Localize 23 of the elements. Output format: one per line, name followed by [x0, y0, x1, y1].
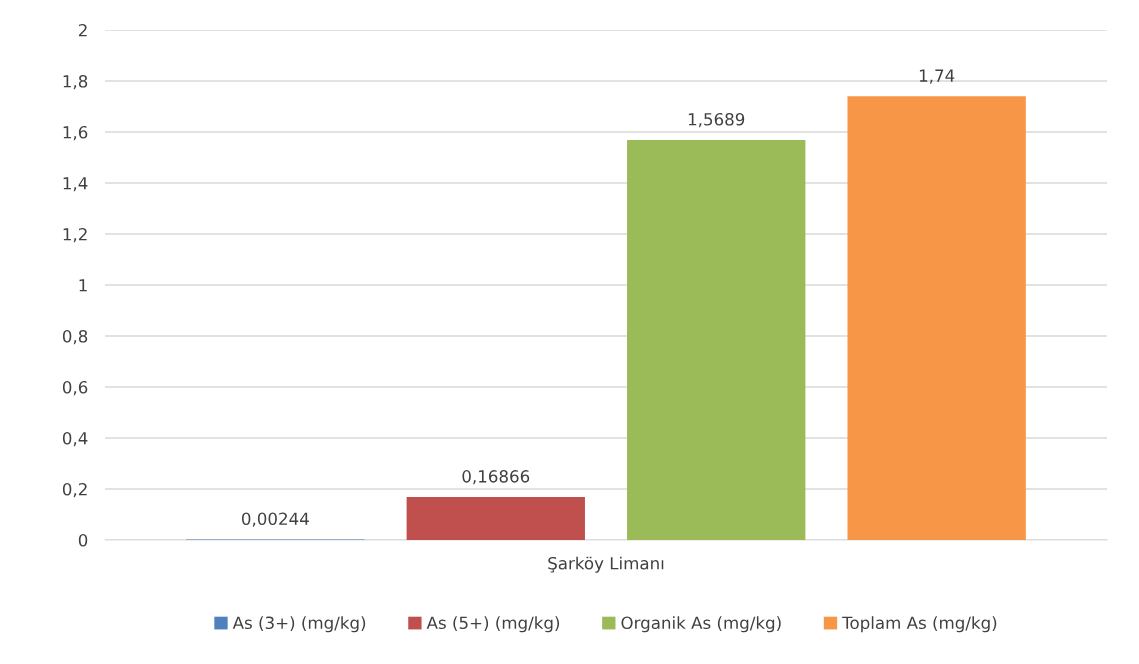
y-tick-label: 0: [78, 533, 88, 547]
bar: [847, 96, 1026, 540]
data-label: 0,00244: [241, 512, 309, 527]
legend-label: As (5+) (mg/kg): [426, 616, 560, 633]
y-tick-label: 1,4: [63, 177, 88, 192]
y-tick-label: 0,2: [62, 482, 87, 498]
y-tick-label: 1: [79, 279, 87, 292]
legend-label: Toplam As (mg/kg): [842, 616, 997, 633]
data-label: 1,5689: [688, 112, 745, 128]
y-tick-label: 1,2: [63, 227, 87, 243]
bar: [406, 496, 585, 540]
y-tick-label: 0,4: [62, 431, 88, 447]
legend-label: As (3+) (mg/kg): [232, 616, 366, 633]
y-tick-label: 1,8: [63, 74, 88, 90]
data-label: 0,16866: [462, 470, 530, 485]
y-tick-label: 0,8: [62, 329, 88, 345]
legend-label: Organik As (mg/kg): [621, 616, 781, 633]
bar: [627, 139, 806, 540]
y-tick-label: 2: [78, 23, 87, 37]
y-tick-label: 1,6: [63, 125, 88, 141]
y-tick-label: 0,6: [62, 380, 88, 396]
data-label: 1,74: [919, 69, 955, 84]
x-tick-label: Şarköy Limanı: [548, 556, 664, 573]
